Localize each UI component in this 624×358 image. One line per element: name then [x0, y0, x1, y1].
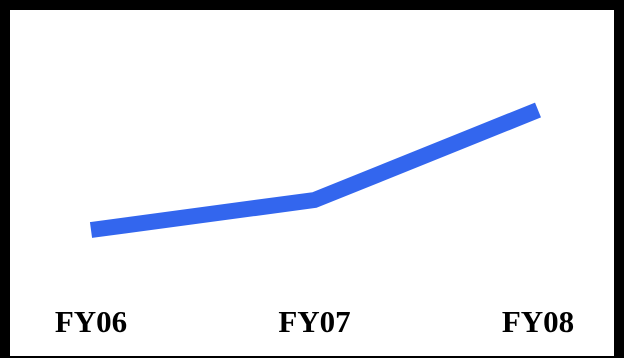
series-line-0 [89, 102, 541, 238]
x-tick-label-fy06: FY06 [55, 304, 127, 339]
x-tick-label-fy07: FY07 [278, 304, 350, 339]
chart-panel: FY06 FY07 FY08 [10, 10, 614, 356]
line-chart: FY06 FY07 FY08 [55, 102, 574, 339]
x-tick-label-fy08: FY08 [502, 304, 574, 339]
x-axis-tick-labels: FY06 FY07 FY08 [55, 304, 574, 339]
series-layer [89, 102, 541, 238]
